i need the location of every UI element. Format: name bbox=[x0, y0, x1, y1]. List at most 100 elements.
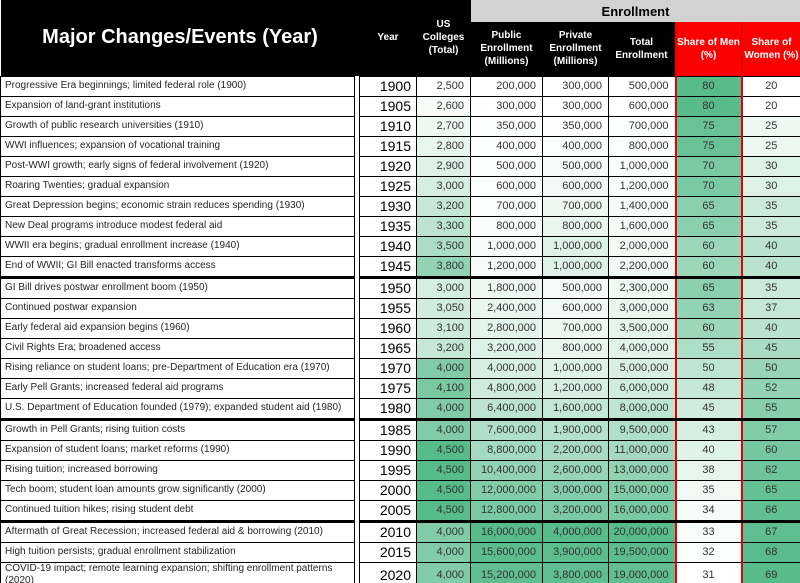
column-gap bbox=[354, 116, 360, 136]
private-enrollment-cell: 3,000,000 bbox=[542, 479, 609, 501]
private-enrollment-cell: 700,000 bbox=[542, 317, 609, 339]
public-enrollment-cell: 15,600,000 bbox=[470, 541, 543, 563]
public-enrollment-cell: 12,800,000 bbox=[470, 499, 543, 522]
public-enrollment-cell: 200,000 bbox=[470, 75, 543, 97]
public-enrollment-cell: 2,800,000 bbox=[470, 317, 543, 339]
us-colleges-cell: 2,500 bbox=[416, 75, 471, 97]
share-of-men-cell: 60 bbox=[674, 235, 743, 257]
public-enrollment-cell: 400,000 bbox=[470, 135, 543, 157]
private-enrollment-cell: 600,000 bbox=[542, 175, 609, 197]
year-cell: 1915 bbox=[359, 135, 417, 157]
total-enrollment-cell: 20,000,000 bbox=[608, 519, 676, 543]
private-enrollment-cell: 300,000 bbox=[542, 75, 609, 97]
event-cell: Rising tuition; increased borrowing bbox=[0, 459, 355, 481]
us-colleges-cell: 3,100 bbox=[416, 317, 471, 339]
us-colleges-cell: 3,000 bbox=[416, 175, 471, 197]
table-row: Aftermath of Great Recession; increased … bbox=[0, 519, 800, 543]
enrollment-group-header: Enrollment bbox=[470, 0, 800, 22]
public-enrollment-cell: 12,000,000 bbox=[470, 479, 543, 501]
column-gap bbox=[354, 96, 360, 116]
private-enrollment-cell: 3,900,000 bbox=[542, 541, 609, 563]
total-enrollment-cell: 16,000,000 bbox=[608, 499, 676, 522]
private-enrollment-cell: 600,000 bbox=[542, 297, 609, 319]
private-enrollment-cell: 1,900,000 bbox=[542, 417, 609, 441]
public-enrollment-cell: 8,800,000 bbox=[470, 439, 543, 461]
share-of-men-cell: 65 bbox=[674, 195, 743, 217]
share-of-men-cell: 45 bbox=[674, 397, 743, 420]
total-enrollment-cell: 1,400,000 bbox=[608, 195, 676, 217]
total-enrollment-cell: 9,500,000 bbox=[608, 417, 676, 441]
us-colleges-cell: 4,000 bbox=[416, 417, 471, 441]
total-enrollment-cell: 2,300,000 bbox=[608, 275, 676, 299]
column-gap bbox=[354, 338, 360, 358]
table-row: Early Pell Grants; increased federal aid… bbox=[0, 377, 800, 399]
public-enrollment-cell: 3,200,000 bbox=[470, 337, 543, 359]
total-enrollment-cell: 3,000,000 bbox=[608, 297, 676, 319]
table-row: Roaring Twenties; gradual expansion 1925 3… bbox=[0, 175, 800, 197]
share-of-women-cell: 55 bbox=[740, 397, 800, 420]
column-gap bbox=[354, 298, 360, 318]
event-cell: WWII era begins; gradual enrollment incr… bbox=[0, 235, 355, 257]
private-enrollment-cell: 1,000,000 bbox=[542, 255, 609, 278]
share-of-women-cell: 62 bbox=[740, 459, 800, 481]
total-enrollment-cell: 700,000 bbox=[608, 115, 676, 137]
year-cell: 1900 bbox=[359, 75, 417, 97]
table-row: Progressive Era beginnings; limited fede… bbox=[0, 75, 800, 97]
private-enrollment-cell: 1,600,000 bbox=[542, 397, 609, 420]
column-header-us-colleges: US Colleges (Total) bbox=[416, 0, 471, 76]
share-of-women-cell: 65 bbox=[740, 479, 800, 501]
column-gap bbox=[354, 460, 360, 480]
us-colleges-cell: 4,000 bbox=[416, 357, 471, 379]
share-of-men-cell: 80 bbox=[674, 75, 743, 97]
column-gap bbox=[354, 440, 360, 460]
share-of-women-cell: 40 bbox=[740, 235, 800, 257]
private-enrollment-cell: 800,000 bbox=[542, 215, 609, 237]
private-enrollment-cell: 300,000 bbox=[542, 95, 609, 117]
year-cell: 1945 bbox=[359, 255, 417, 278]
header-band-row: Major Changes/Events (Year) Year US Coll… bbox=[0, 0, 800, 76]
share-of-men-cell: 63 bbox=[674, 297, 743, 319]
share-of-women-cell: 25 bbox=[740, 135, 800, 157]
event-cell: New Deal programs introduce modest feder… bbox=[0, 215, 355, 237]
share-of-women-cell: 52 bbox=[740, 377, 800, 399]
private-enrollment-cell: 1,200,000 bbox=[542, 377, 609, 399]
share-of-women-cell: 45 bbox=[740, 337, 800, 359]
private-enrollment-cell: 350,000 bbox=[542, 115, 609, 137]
public-enrollment-cell: 10,400,000 bbox=[470, 459, 543, 481]
year-cell: 2015 bbox=[359, 541, 417, 563]
year-cell: 2000 bbox=[359, 479, 417, 501]
public-enrollment-cell: 1,800,000 bbox=[470, 275, 543, 299]
us-colleges-cell: 4,500 bbox=[416, 499, 471, 522]
share-of-women-cell: 35 bbox=[740, 275, 800, 299]
share-of-men-cell: 65 bbox=[674, 215, 743, 237]
share-of-women-cell: 50 bbox=[740, 357, 800, 379]
us-colleges-cell: 3,200 bbox=[416, 337, 471, 359]
year-cell: 1995 bbox=[359, 459, 417, 481]
share-of-men-cell: 75 bbox=[674, 115, 743, 137]
us-colleges-cell: 4,000 bbox=[416, 519, 471, 543]
table-row: WWII era begins; gradual enrollment incr… bbox=[0, 235, 800, 257]
us-colleges-cell: 3,050 bbox=[416, 297, 471, 319]
total-enrollment-cell: 19,000,000 bbox=[608, 561, 676, 583]
column-header-share-of-women: Share of Women (%) bbox=[740, 22, 800, 76]
event-cell: Progressive Era beginnings; limited fede… bbox=[0, 75, 355, 97]
share-of-women-cell: 68 bbox=[740, 541, 800, 563]
year-cell: 1990 bbox=[359, 439, 417, 461]
column-gap bbox=[354, 176, 360, 196]
private-enrollment-cell: 500,000 bbox=[542, 275, 609, 299]
table-row: End of WWII; GI Bill enacted transforms … bbox=[0, 255, 800, 278]
event-cell: Rising reliance on student loans; pre-De… bbox=[0, 357, 355, 379]
table-row: New Deal programs introduce modest feder… bbox=[0, 215, 800, 237]
year-cell: 1935 bbox=[359, 215, 417, 237]
table-row: Growth of public research universities (… bbox=[0, 115, 800, 137]
column-header-total-enrollment: Total Enrollment bbox=[608, 22, 676, 76]
us-colleges-cell: 2,700 bbox=[416, 115, 471, 137]
share-of-men-cell: 48 bbox=[674, 377, 743, 399]
public-enrollment-cell: 350,000 bbox=[470, 115, 543, 137]
public-enrollment-cell: 500,000 bbox=[470, 155, 543, 177]
year-cell: 2010 bbox=[359, 519, 417, 543]
total-enrollment-cell: 13,000,000 bbox=[608, 459, 676, 481]
event-cell: Early Pell Grants; increased federal aid… bbox=[0, 377, 355, 399]
column-gap bbox=[354, 156, 360, 176]
